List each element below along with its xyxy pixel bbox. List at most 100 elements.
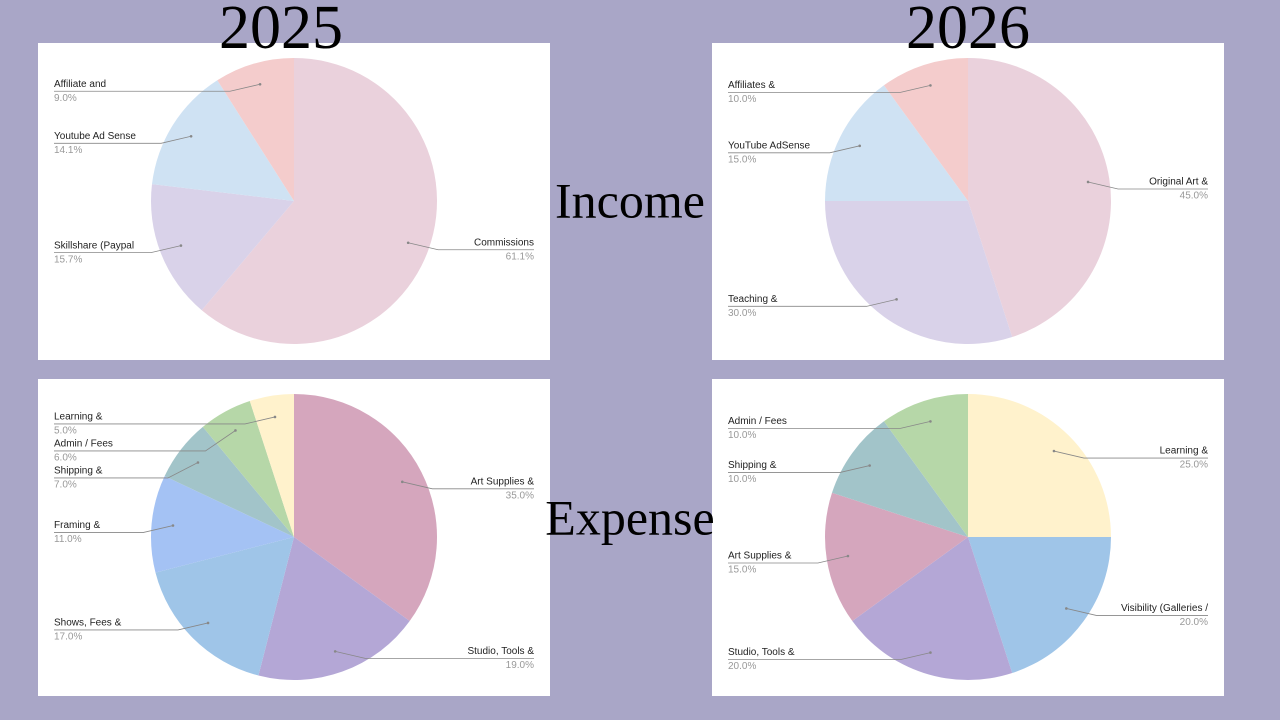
- pie-slice: [852, 537, 1013, 680]
- row-heading: Income: [555, 172, 705, 228]
- leader-line: [728, 421, 931, 429]
- slice-value-label: 45.0%: [1180, 191, 1208, 202]
- slice-value-label: 17.0%: [54, 632, 82, 643]
- leader-line: [1053, 450, 1208, 459]
- pie-slice: [968, 394, 1111, 537]
- leader-line: [54, 525, 174, 533]
- pie-chart: Admin / Fees 10.0% Shipping & 10.0% Art Supp…: [712, 379, 1224, 696]
- pie-chart: Learning & 5.0% Admin / Fees 6.0% Shipping &…: [38, 379, 550, 696]
- slice-value-label: 5.0%: [54, 426, 77, 437]
- slice-value-label: 11.0%: [54, 534, 82, 545]
- pie-chart: Affiliates & 10.0% YouTube AdSense 15.0% Tea…: [712, 43, 1224, 360]
- leader-line: [402, 481, 534, 490]
- slice-label: Commissions: [474, 237, 534, 248]
- leader-line: [728, 85, 931, 93]
- slice-value-label: 10.0%: [728, 94, 756, 105]
- slice-label: Framing &: [54, 520, 100, 531]
- leader-line: [54, 416, 276, 425]
- pie-slice: [151, 80, 294, 201]
- slice-label: Learning &: [1160, 446, 1209, 457]
- leader-line: [728, 145, 860, 154]
- leader-line: [54, 430, 236, 452]
- slice-label: Shipping &: [54, 466, 103, 477]
- slice-label: Skillshare (Paypal: [54, 240, 134, 251]
- leader-dot: [401, 480, 404, 484]
- leader-dot: [1086, 180, 1090, 184]
- slice-value-label: 6.0%: [54, 453, 77, 464]
- leader-dot: [929, 84, 932, 87]
- pie-slice: [883, 394, 968, 537]
- leader-line: [728, 555, 849, 564]
- pie-slice: [201, 58, 437, 344]
- leader-dot: [206, 621, 210, 625]
- slice-value-label: 20.0%: [1180, 617, 1208, 628]
- leader-line: [728, 298, 897, 307]
- leader-dot: [868, 464, 871, 467]
- slice-value-label: 61.1%: [506, 251, 534, 262]
- slice-label: Original Art &: [1149, 177, 1208, 188]
- pie-slice: [825, 201, 1013, 344]
- leader-line: [408, 242, 534, 251]
- pie-slice: [258, 537, 410, 680]
- slice-label: Teaching &: [728, 294, 778, 305]
- pie-chart: Affiliate and 9.0% Youtube Ad Sense 14.1% Sk…: [38, 43, 550, 360]
- leader-dot: [406, 241, 410, 245]
- pie-slice: [249, 394, 294, 537]
- leader-dot: [333, 650, 337, 653]
- leader-dot: [171, 524, 175, 527]
- leader-dot: [179, 244, 183, 247]
- leader-line: [728, 652, 931, 661]
- leader-dot: [1052, 449, 1056, 453]
- slice-label: Studio, Tools &: [467, 646, 534, 657]
- pie-slice: [164, 426, 294, 537]
- leader-line: [54, 135, 192, 144]
- pie-slice: [150, 476, 294, 573]
- slice-value-label: 14.1%: [54, 145, 82, 156]
- slice-label: Admin / Fees: [54, 439, 113, 450]
- pie-slice: [825, 85, 968, 201]
- slice-value-label: 10.0%: [728, 474, 756, 485]
- leader-line: [335, 650, 534, 659]
- slice-label: Youtube Ad Sense: [54, 131, 136, 142]
- pie-slice: [294, 394, 437, 622]
- slice-label: Art Supplies &: [471, 476, 535, 487]
- year-heading: 2025: [219, 0, 343, 62]
- pie-slice: [883, 57, 968, 201]
- leader-line: [54, 245, 182, 254]
- pie-slice: [968, 58, 1111, 338]
- slice-label: Learning &: [54, 412, 103, 423]
- leader-dot: [273, 415, 277, 419]
- slice-value-label: 15.0%: [728, 154, 756, 165]
- slice-value-label: 7.0%: [54, 480, 77, 491]
- leader-line: [728, 465, 870, 473]
- year-heading: 2026: [906, 0, 1030, 62]
- pie-slice: [824, 492, 968, 622]
- slice-label: Studio, Tools &: [728, 647, 795, 658]
- slice-value-label: 10.0%: [728, 430, 756, 441]
- slice-value-label: 19.0%: [506, 660, 534, 671]
- slice-label: Shows, Fees &: [54, 618, 122, 629]
- leader-line: [54, 83, 261, 92]
- slice-value-label: 30.0%: [728, 308, 756, 319]
- leader-line: [1087, 181, 1208, 190]
- slice-label: Affiliate and: [54, 79, 106, 90]
- slice-value-label: 9.0%: [54, 93, 77, 104]
- slice-label: Admin / Fees: [728, 416, 787, 427]
- leader-line: [54, 462, 199, 479]
- pie-slice: [151, 184, 294, 311]
- pie-slice: [202, 400, 294, 537]
- leader-dot: [1065, 607, 1068, 610]
- leader-dot: [196, 461, 200, 464]
- leader-dot: [258, 82, 262, 86]
- leader-line: [1066, 608, 1208, 616]
- panels: Affiliate and 9.0% Youtube Ad Sense 14.1% Sk…: [38, 43, 1224, 696]
- pie-slice: [831, 421, 968, 537]
- slice-value-label: 20.0%: [728, 661, 756, 672]
- slice-label: Affiliates &: [728, 80, 775, 91]
- slice-value-label: 35.0%: [506, 490, 534, 501]
- leader-dot: [929, 420, 932, 423]
- slice-label: Art Supplies &: [728, 551, 792, 562]
- slice-label: Visibility (Galleries /: [1121, 603, 1208, 614]
- leader-dot: [234, 429, 237, 432]
